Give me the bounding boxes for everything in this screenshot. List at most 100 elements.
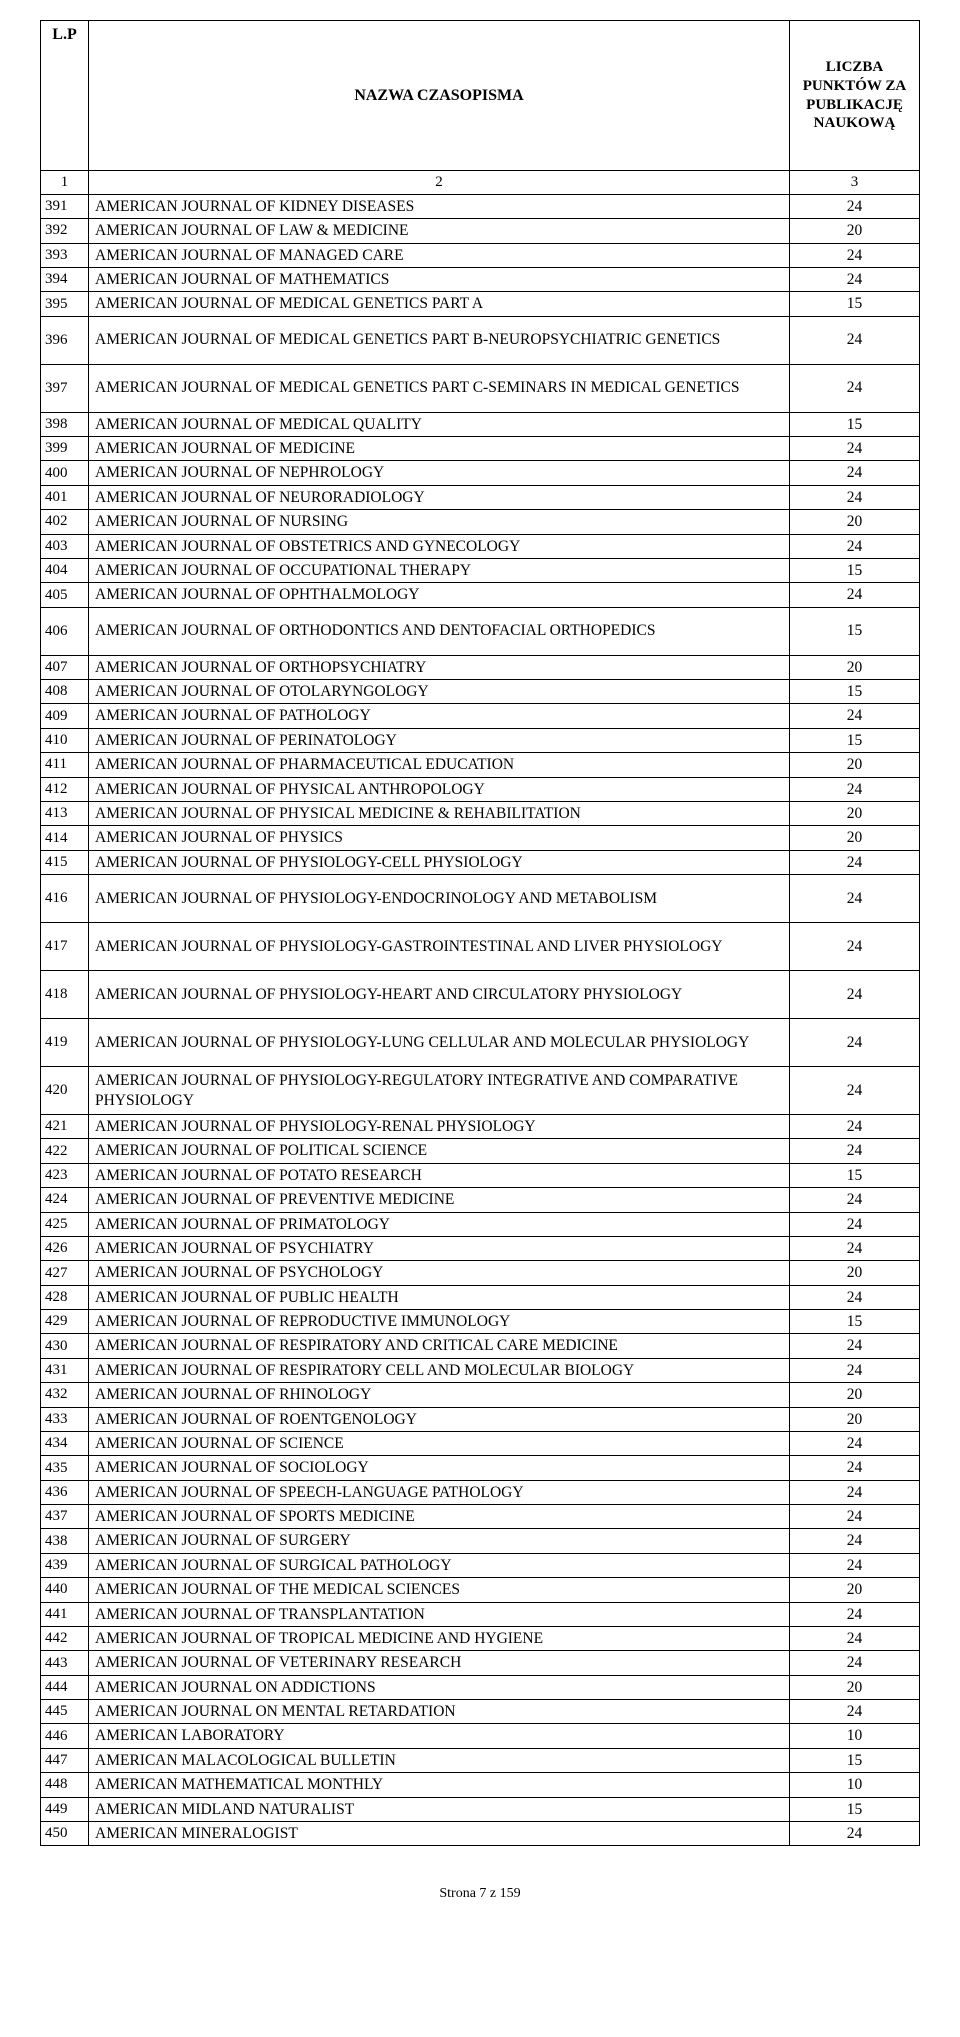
cell-name: AMERICAN JOURNAL OF SOCIOLOGY	[89, 1456, 790, 1480]
table-row: 437AMERICAN JOURNAL OF SPORTS MEDICINE24	[41, 1505, 920, 1529]
cell-points: 15	[790, 558, 920, 582]
table-row: 445AMERICAN JOURNAL ON MENTAL RETARDATIO…	[41, 1700, 920, 1724]
cell-name: AMERICAN JOURNAL OF PATHOLOGY	[89, 704, 790, 728]
col-num-3: 3	[790, 171, 920, 195]
cell-lp: 405	[41, 583, 89, 607]
cell-points: 24	[790, 1553, 920, 1577]
cell-points: 15	[790, 292, 920, 316]
cell-name: AMERICAN JOURNAL OF PHYSIOLOGY-RENAL PHY…	[89, 1115, 790, 1139]
cell-lp: 397	[41, 364, 89, 412]
cell-name: AMERICAN JOURNAL OF RESPIRATORY AND CRIT…	[89, 1334, 790, 1358]
cell-lp: 399	[41, 437, 89, 461]
cell-lp: 392	[41, 219, 89, 243]
cell-lp: 394	[41, 267, 89, 291]
cell-lp: 438	[41, 1529, 89, 1553]
cell-lp: 404	[41, 558, 89, 582]
cell-points: 15	[790, 1163, 920, 1187]
col-header-lp: L.P	[41, 21, 89, 171]
cell-lp: 430	[41, 1334, 89, 1358]
cell-name: AMERICAN JOURNAL OF PSYCHOLOGY	[89, 1261, 790, 1285]
cell-name: AMERICAN JOURNAL ON MENTAL RETARDATION	[89, 1700, 790, 1724]
cell-name: AMERICAN JOURNAL OF PRIMATOLOGY	[89, 1212, 790, 1236]
table-row: 415AMERICAN JOURNAL OF PHYSIOLOGY-CELL P…	[41, 850, 920, 874]
cell-points: 15	[790, 607, 920, 655]
cell-name: AMERICAN JOURNAL OF TRANSPLANTATION	[89, 1602, 790, 1626]
cell-points: 15	[790, 1748, 920, 1772]
table-row: 417AMERICAN JOURNAL OF PHYSIOLOGY-GASTRO…	[41, 923, 920, 971]
cell-lp: 420	[41, 1067, 89, 1115]
cell-points: 24	[790, 1285, 920, 1309]
table-row: 403AMERICAN JOURNAL OF OBSTETRICS AND GY…	[41, 534, 920, 558]
cell-points: 24	[790, 923, 920, 971]
table-row: 421AMERICAN JOURNAL OF PHYSIOLOGY-RENAL …	[41, 1115, 920, 1139]
cell-lp: 436	[41, 1480, 89, 1504]
table-row: 414AMERICAN JOURNAL OF PHYSICS20	[41, 826, 920, 850]
cell-points: 20	[790, 1407, 920, 1431]
table-row: 404AMERICAN JOURNAL OF OCCUPATIONAL THER…	[41, 558, 920, 582]
cell-points: 10	[790, 1724, 920, 1748]
cell-name: AMERICAN JOURNAL OF PHYSICAL MEDICINE & …	[89, 801, 790, 825]
table-row: 430AMERICAN JOURNAL OF RESPIRATORY AND C…	[41, 1334, 920, 1358]
cell-lp: 407	[41, 655, 89, 679]
cell-name: AMERICAN JOURNAL OF MEDICAL QUALITY	[89, 412, 790, 436]
cell-name: AMERICAN JOURNAL OF PREVENTIVE MEDICINE	[89, 1188, 790, 1212]
cell-points: 24	[790, 1115, 920, 1139]
table-row: 408AMERICAN JOURNAL OF OTOLARYNGOLOGY15	[41, 680, 920, 704]
table-row: 440AMERICAN JOURNAL OF THE MEDICAL SCIEN…	[41, 1578, 920, 1602]
table-number-row: 1 2 3	[41, 171, 920, 195]
cell-lp: 428	[41, 1285, 89, 1309]
cell-name: AMERICAN JOURNAL OF OBSTETRICS AND GYNEC…	[89, 534, 790, 558]
table-row: 419AMERICAN JOURNAL OF PHYSIOLOGY-LUNG C…	[41, 1019, 920, 1067]
table-row: 433AMERICAN JOURNAL OF ROENTGENOLOGY20	[41, 1407, 920, 1431]
cell-lp: 398	[41, 412, 89, 436]
cell-name: AMERICAN JOURNAL OF SURGICAL PATHOLOGY	[89, 1553, 790, 1577]
cell-name: AMERICAN JOURNAL OF PERINATOLOGY	[89, 728, 790, 752]
cell-name: AMERICAN JOURNAL OF KIDNEY DISEASES	[89, 194, 790, 218]
table-row: 441AMERICAN JOURNAL OF TRANSPLANTATION24	[41, 1602, 920, 1626]
cell-name: AMERICAN JOURNAL OF THE MEDICAL SCIENCES	[89, 1578, 790, 1602]
cell-name: AMERICAN JOURNAL OF LAW & MEDICINE	[89, 219, 790, 243]
col-header-name: NAZWA CZASOPISMA	[89, 21, 790, 171]
table-row: 426AMERICAN JOURNAL OF PSYCHIATRY24	[41, 1236, 920, 1260]
cell-points: 10	[790, 1773, 920, 1797]
cell-name: AMERICAN JOURNAL OF PHYSIOLOGY-REGULATOR…	[89, 1067, 790, 1115]
cell-name: AMERICAN LABORATORY	[89, 1724, 790, 1748]
cell-lp: 422	[41, 1139, 89, 1163]
cell-name: AMERICAN JOURNAL OF OPHTHALMOLOGY	[89, 583, 790, 607]
cell-points: 15	[790, 680, 920, 704]
cell-lp: 442	[41, 1626, 89, 1650]
table-row: 434AMERICAN JOURNAL OF SCIENCE24	[41, 1431, 920, 1455]
cell-points: 24	[790, 1602, 920, 1626]
cell-lp: 421	[41, 1115, 89, 1139]
cell-points: 20	[790, 826, 920, 850]
cell-name: AMERICAN JOURNAL OF RESPIRATORY CELL AND…	[89, 1358, 790, 1382]
table-row: 418AMERICAN JOURNAL OF PHYSIOLOGY-HEART …	[41, 971, 920, 1019]
cell-name: AMERICAN JOURNAL OF SPEECH-LANGUAGE PATH…	[89, 1480, 790, 1504]
table-row: 394AMERICAN JOURNAL OF MATHEMATICS24	[41, 267, 920, 291]
cell-points: 20	[790, 1261, 920, 1285]
cell-points: 24	[790, 1236, 920, 1260]
cell-points: 24	[790, 1821, 920, 1845]
cell-lp: 448	[41, 1773, 89, 1797]
journals-table: L.P NAZWA CZASOPISMA LICZBA PUNKTÓW ZA P…	[40, 20, 920, 1846]
table-row: 392AMERICAN JOURNAL OF LAW & MEDICINE20	[41, 219, 920, 243]
cell-name: AMERICAN JOURNAL OF OCCUPATIONAL THERAPY	[89, 558, 790, 582]
cell-name: AMERICAN JOURNAL OF REPRODUCTIVE IMMUNOL…	[89, 1310, 790, 1334]
table-row: 391AMERICAN JOURNAL OF KIDNEY DISEASES24	[41, 194, 920, 218]
cell-name: AMERICAN MALACOLOGICAL BULLETIN	[89, 1748, 790, 1772]
cell-name: AMERICAN JOURNAL OF MATHEMATICS	[89, 267, 790, 291]
cell-name: AMERICAN JOURNAL OF NEURORADIOLOGY	[89, 485, 790, 509]
cell-name: AMERICAN JOURNAL OF NURSING	[89, 510, 790, 534]
cell-lp: 396	[41, 316, 89, 364]
cell-lp: 391	[41, 194, 89, 218]
cell-name: AMERICAN MATHEMATICAL MONTHLY	[89, 1773, 790, 1797]
table-row: 450AMERICAN MINERALOGIST24	[41, 1821, 920, 1845]
cell-lp: 416	[41, 875, 89, 923]
table-body: 391AMERICAN JOURNAL OF KIDNEY DISEASES24…	[41, 194, 920, 1846]
cell-name: AMERICAN JOURNAL OF SCIENCE	[89, 1431, 790, 1455]
cell-name: AMERICAN JOURNAL OF MANAGED CARE	[89, 243, 790, 267]
table-row: 413AMERICAN JOURNAL OF PHYSICAL MEDICINE…	[41, 801, 920, 825]
cell-lp: 425	[41, 1212, 89, 1236]
table-row: 424AMERICAN JOURNAL OF PREVENTIVE MEDICI…	[41, 1188, 920, 1212]
cell-lp: 446	[41, 1724, 89, 1748]
